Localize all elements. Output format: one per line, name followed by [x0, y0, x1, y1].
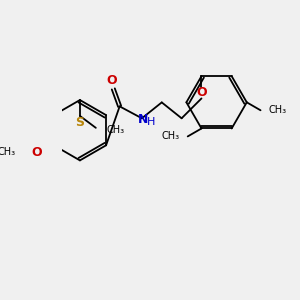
Text: CH₃: CH₃ [162, 131, 180, 141]
Text: N: N [138, 113, 149, 126]
Text: H: H [147, 117, 156, 127]
Text: O: O [31, 146, 42, 159]
Text: S: S [75, 116, 84, 129]
Text: CH₃: CH₃ [268, 105, 286, 115]
Text: O: O [196, 86, 207, 99]
Text: CH₃: CH₃ [0, 148, 16, 158]
Text: CH₃: CH₃ [107, 125, 125, 135]
Text: O: O [106, 74, 117, 88]
